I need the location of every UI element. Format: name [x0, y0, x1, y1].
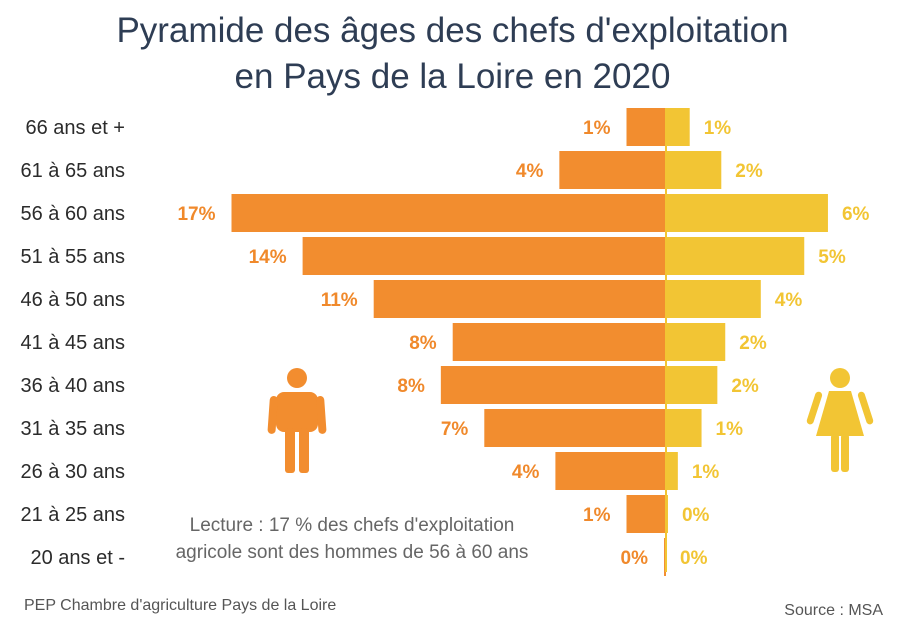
bar-women	[666, 151, 722, 189]
bar-men	[302, 237, 666, 275]
footer-source: Source : MSA	[784, 602, 883, 619]
data-label-women: 1%	[692, 462, 720, 483]
data-label-men: 7%	[441, 419, 469, 440]
bar-men	[231, 194, 666, 232]
data-label-women: 1%	[704, 118, 732, 139]
reading-note-line-2: agricole sont des hommes de 56 à 60 ans	[176, 542, 529, 563]
chart-title: Pyramide des âges des chefs d'exploitati…	[0, 8, 905, 100]
category-label: 56 à 60 ans	[20, 203, 125, 225]
data-label-men: 8%	[409, 333, 437, 354]
bar-men	[484, 409, 666, 447]
chart-title-line-1: Pyramide des âges des chefs d'exploitati…	[116, 11, 789, 50]
bar-men	[440, 366, 666, 404]
category-label: 26 à 30 ans	[20, 461, 125, 483]
data-label-women: 2%	[731, 376, 759, 397]
bar-men	[555, 452, 666, 490]
bar-men	[373, 280, 666, 318]
data-label-men: 0%	[621, 548, 649, 569]
category-label: 21 à 25 ans	[20, 504, 125, 526]
data-label-women: 1%	[716, 419, 744, 440]
bar-men	[452, 323, 666, 361]
bar-men	[626, 108, 666, 146]
man-icon	[267, 368, 327, 473]
category-label: 41 à 45 ans	[20, 332, 125, 354]
data-label-men: 14%	[249, 247, 287, 268]
data-label-women: 0%	[680, 548, 708, 569]
bar-women	[666, 237, 805, 275]
data-label-men: 4%	[512, 462, 540, 483]
data-label-men: 1%	[583, 505, 611, 526]
bar-women	[666, 366, 718, 404]
category-label: 51 à 55 ans	[20, 246, 125, 268]
category-label: 46 à 50 ans	[20, 289, 125, 311]
data-label-women: 2%	[735, 161, 763, 182]
data-label-men: 4%	[516, 161, 544, 182]
chart-title-line-2: en Pays de la Loire en 2020	[234, 57, 671, 96]
woman-icon	[806, 368, 874, 472]
reading-note-line-1: Lecture : 17 % des chefs d'exploitation	[190, 515, 515, 536]
footer-organization: PEP Chambre d'agriculture Pays de la Loi…	[24, 597, 337, 614]
data-label-women: 4%	[775, 290, 803, 311]
data-label-women: 6%	[842, 204, 870, 225]
category-label: 66 ans et +	[25, 117, 125, 139]
bar-men	[559, 151, 666, 189]
category-label: 36 à 40 ans	[20, 375, 125, 397]
category-label: 31 à 35 ans	[20, 418, 125, 440]
data-label-women: 5%	[818, 247, 846, 268]
data-label-men: 11%	[321, 290, 358, 311]
bar-women	[666, 280, 761, 318]
data-label-women: 0%	[682, 505, 710, 526]
bars-group	[231, 108, 828, 576]
bar-women	[666, 108, 690, 146]
bar-women	[666, 452, 678, 490]
labels-group: 66 ans et + 1% 1% 61 à 65 ans 4% 2% 56 à 60 an…	[20, 117, 869, 569]
bar-women	[666, 409, 702, 447]
bar-men	[626, 495, 666, 533]
icons-group	[267, 368, 874, 473]
data-label-men: 8%	[397, 376, 425, 397]
bar-women	[666, 323, 726, 361]
category-label: 61 à 65 ans	[20, 160, 125, 182]
data-label-men: 1%	[583, 118, 611, 139]
reading-note: Lecture : 17 % des chefs d'exploitation …	[176, 515, 529, 563]
data-label-women: 2%	[739, 333, 767, 354]
category-label: 20 ans et -	[30, 547, 125, 569]
data-label-men: 17%	[177, 204, 215, 225]
bar-women	[666, 194, 828, 232]
